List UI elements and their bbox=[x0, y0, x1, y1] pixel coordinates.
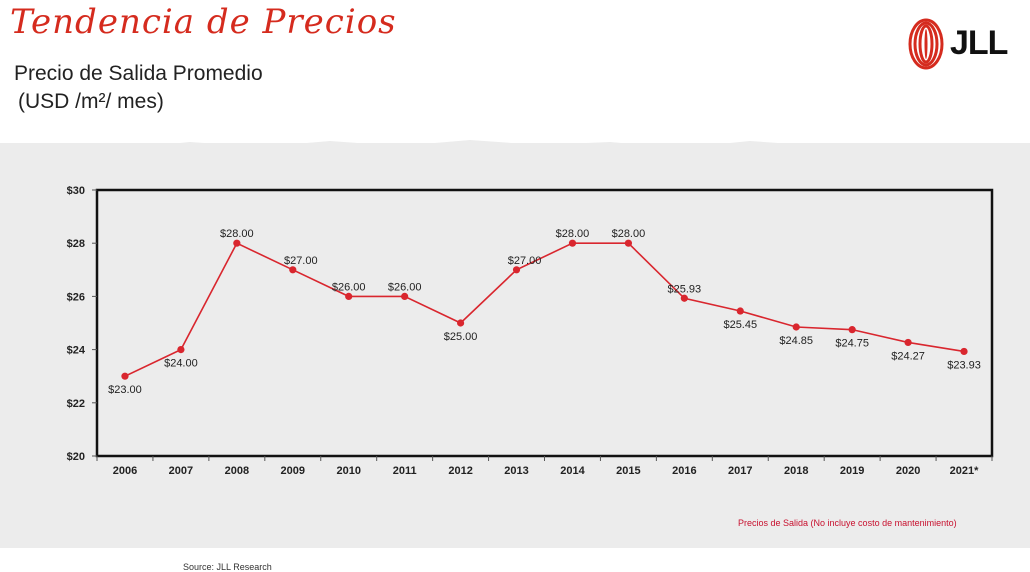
series-line bbox=[124, 242, 965, 377]
data-label: $25.00 bbox=[444, 331, 478, 343]
data-labels: $23.00 $24.00 $28.00 $27.00 $26.00 $26.00 $25.… bbox=[108, 228, 981, 396]
data-point bbox=[345, 292, 353, 300]
x-tick-label: 2010 bbox=[336, 465, 360, 477]
x-tick-label: 2018 bbox=[784, 465, 808, 477]
x-tick-label: 2013 bbox=[504, 465, 528, 477]
data-point bbox=[904, 338, 912, 347]
x-tick-label: 2007 bbox=[169, 465, 193, 477]
data-point bbox=[512, 266, 521, 274]
data-point bbox=[121, 372, 129, 380]
data-label: $24.75 bbox=[835, 338, 869, 350]
x-tick-label: 2020 bbox=[896, 465, 920, 477]
x-tick-label: 2009 bbox=[281, 465, 305, 477]
data-label: $26.00 bbox=[388, 281, 422, 293]
chart-footnote: Precios de Salida (No incluye costo de m… bbox=[738, 518, 957, 528]
jll-logo-icon bbox=[908, 18, 944, 70]
data-label: $28.00 bbox=[556, 228, 590, 240]
x-tick-label: 2011 bbox=[393, 465, 417, 477]
x-tick-label: 2017 bbox=[728, 465, 752, 477]
y-tick-label: $30 bbox=[67, 185, 85, 197]
data-label: $24.85 bbox=[779, 335, 813, 347]
x-tick-label: 2019 bbox=[840, 465, 864, 477]
data-label: $25.93 bbox=[668, 283, 702, 295]
chart-background bbox=[0, 143, 1030, 548]
data-point bbox=[568, 239, 577, 247]
line-chart: $20$22$24$26$28$30 2006 2007 2008 2009 2010 2… bbox=[67, 185, 994, 477]
page-title: Tendencia de Precios bbox=[10, 2, 397, 42]
data-point bbox=[848, 326, 856, 334]
x-axis: 2006 2007 2008 2009 2010 2011 2012 2013 2014 2015… bbox=[96, 456, 993, 477]
y-tick-label: $20 bbox=[67, 451, 85, 463]
series-price bbox=[121, 239, 968, 380]
y-tick-label: $26 bbox=[67, 291, 85, 303]
torn-paper-edge bbox=[0, 140, 1030, 160]
x-tick-label: 2016 bbox=[672, 465, 696, 477]
data-label: $27.00 bbox=[284, 255, 318, 267]
data-point bbox=[456, 319, 465, 327]
subtitle-line-1: Precio de Salida Promedio bbox=[14, 62, 263, 85]
y-tick-label: $28 bbox=[67, 238, 85, 250]
data-label: $24.27 bbox=[891, 350, 925, 362]
data-label: $27.00 bbox=[508, 255, 542, 267]
source-note: Source: JLL Research bbox=[183, 562, 272, 572]
x-tick-label: 2008 bbox=[225, 465, 249, 477]
data-point bbox=[960, 347, 968, 356]
data-point bbox=[624, 239, 633, 247]
x-tick-label: 2012 bbox=[448, 465, 472, 477]
data-label: $24.00 bbox=[164, 358, 198, 370]
x-tick-label: 2014 bbox=[560, 465, 585, 477]
data-point bbox=[177, 346, 185, 354]
logo-text: JLL bbox=[950, 24, 1008, 62]
chart-subtitle: Precio de Salida Promedio (USD /m²/ mes) bbox=[14, 60, 263, 116]
data-label: $25.45 bbox=[723, 319, 757, 331]
y-tick-label: $24 bbox=[67, 345, 86, 357]
data-point bbox=[680, 294, 688, 302]
data-point bbox=[792, 323, 800, 331]
data-point bbox=[736, 307, 744, 315]
y-tick-label: $22 bbox=[67, 398, 85, 410]
data-point bbox=[233, 239, 241, 247]
data-label: $28.00 bbox=[220, 228, 254, 240]
subtitle-line-2: (USD /m²/ mes) bbox=[18, 90, 164, 113]
x-tick-label: 2006 bbox=[113, 465, 137, 477]
data-label: $28.00 bbox=[612, 228, 646, 240]
data-point bbox=[401, 292, 409, 300]
data-label: $23.00 bbox=[108, 384, 142, 396]
y-axis: $20 $22 $24 $26 $28 $30 bbox=[67, 185, 97, 463]
data-label: $23.93 bbox=[947, 359, 981, 371]
x-tick-label: 2021* bbox=[950, 465, 979, 477]
data-point bbox=[289, 266, 297, 274]
data-label: $26.00 bbox=[332, 281, 366, 293]
x-tick-label: 2015 bbox=[616, 465, 640, 477]
